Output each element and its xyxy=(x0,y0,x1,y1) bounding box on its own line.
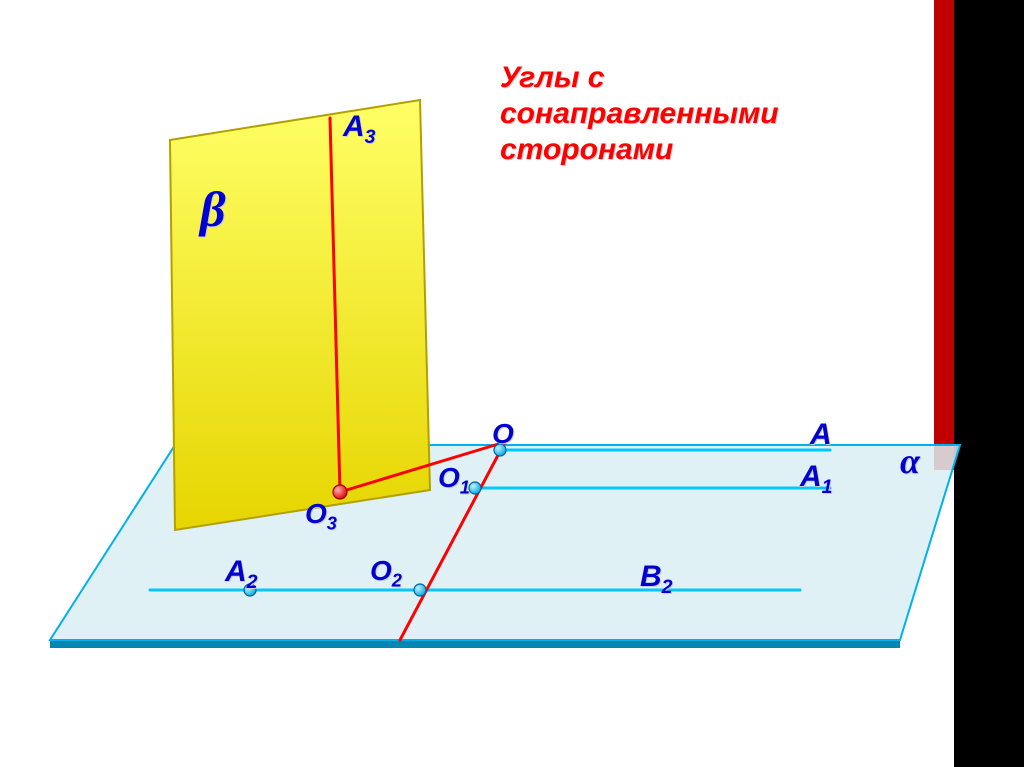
point-o1 xyxy=(469,482,481,494)
label-a1: A1 xyxy=(800,460,833,499)
label-o3: O3 xyxy=(305,498,337,535)
slide-title: Углы ссонаправленнымисторонами xyxy=(500,60,779,168)
slide: Углы ссонаправленнымисторонами A3 β α O A O1 A… xyxy=(0,0,1024,767)
plane-beta xyxy=(170,100,430,530)
label-a: A xyxy=(810,418,832,452)
label-b2: B2 xyxy=(640,560,673,599)
label-a2: A2 xyxy=(225,555,258,594)
label-o: O xyxy=(492,418,514,450)
point-o2 xyxy=(414,584,426,596)
label-o2: O2 xyxy=(370,555,402,592)
point-o3 xyxy=(333,485,347,499)
label-alpha: α xyxy=(900,440,920,482)
label-a3: A3 xyxy=(343,110,376,149)
plane-alpha-edge xyxy=(50,640,900,648)
label-beta: β xyxy=(200,180,226,238)
label-o1: O1 xyxy=(438,462,470,499)
